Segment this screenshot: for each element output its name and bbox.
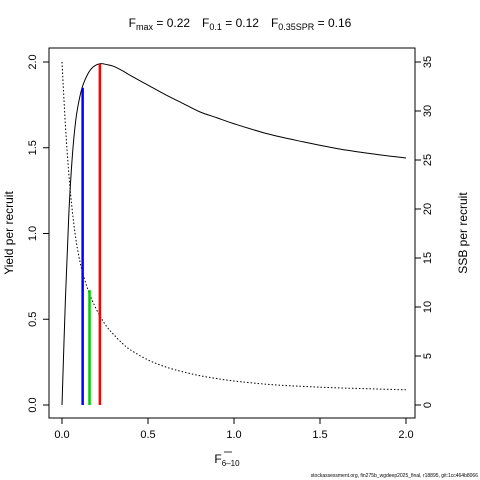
- x-axis-label: F6–10: [214, 452, 240, 468]
- y-right-tick-label: 0: [422, 402, 434, 408]
- y-left-tick-label: 0.5: [27, 312, 39, 327]
- title-f01-main: F: [202, 16, 209, 30]
- title-fspr-value: = 0.16: [314, 16, 351, 30]
- x-axis-label-sub: 6–10: [222, 459, 240, 468]
- title-fmax-value: = 0.22: [153, 16, 190, 30]
- y-right-tick-label: 15: [422, 252, 434, 264]
- y-left-tick-label: 1.5: [27, 140, 39, 155]
- y-right-axis-label: SSB per recruit: [456, 192, 470, 274]
- y-right-tick-label: 10: [422, 301, 434, 313]
- x-axis-label-main: F: [214, 452, 221, 466]
- y-left-tick-label: 0.0: [27, 397, 39, 412]
- y-right-tick-label: 30: [422, 105, 434, 117]
- x-tick-label: 1.5: [312, 429, 327, 441]
- x-tick-label: 0.0: [54, 429, 69, 441]
- y-left-axis-label: Yield per recruit: [2, 191, 16, 275]
- title-f01-value: = 0.12: [222, 16, 259, 30]
- x-tick-label: 1.0: [226, 429, 241, 441]
- title-f01-sub: 0.1: [209, 22, 222, 32]
- y-left-tick-label: 2.0: [27, 54, 39, 69]
- ssb-per-recruit-line: [61, 61, 407, 391]
- title-fmax-sub: max: [136, 22, 154, 32]
- x-tick-label: 0.5: [140, 429, 155, 441]
- y-left-tick-label: 1.0: [27, 226, 39, 241]
- chart-title: Fmax = 0.22 F0.1 = 0.12 F0.35SPR = 0.16: [129, 16, 352, 32]
- y-right-tick-label: 25: [422, 154, 434, 166]
- yield-per-recruit-line: [61, 63, 407, 406]
- y-right-tick-label: 20: [422, 203, 434, 215]
- y-left-axis: 0.0 0.5 1.0 1.5 2.0: [27, 54, 49, 413]
- title-fspr-main: F: [271, 16, 278, 30]
- x-tick-label: 2.0: [398, 429, 413, 441]
- series-group: [61, 61, 407, 406]
- y-right-tick-label: 5: [422, 353, 434, 359]
- y-right-axis: 0 5 10 15 20 25 30 35: [415, 56, 434, 408]
- x-axis: 0.0 0.5 1.0 1.5 2.0: [54, 418, 414, 441]
- y-right-tick-label: 35: [422, 56, 434, 68]
- title-fspr-sub: 0.35SPR: [278, 22, 315, 32]
- reference-lines: [81, 63, 102, 405]
- title-fmax-main: F: [129, 16, 136, 30]
- footer-text: stockassessment.org, fin275b_wgdeep2025_…: [311, 473, 479, 479]
